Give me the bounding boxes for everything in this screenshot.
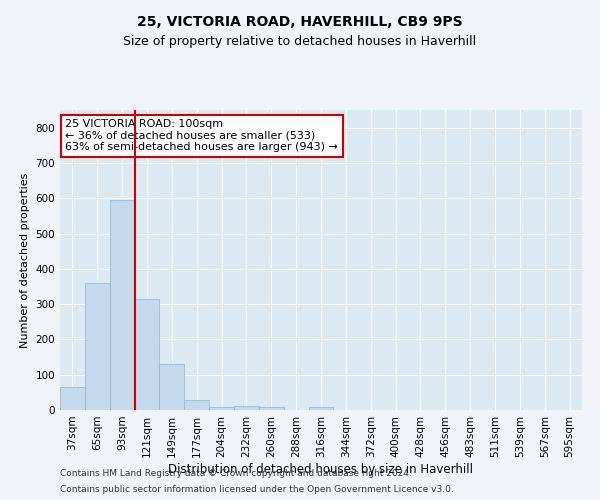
Y-axis label: Number of detached properties: Number of detached properties xyxy=(20,172,30,348)
Bar xyxy=(60,387,85,410)
Bar xyxy=(160,364,184,410)
Text: 25, VICTORIA ROAD, HAVERHILL, CB9 9PS: 25, VICTORIA ROAD, HAVERHILL, CB9 9PS xyxy=(137,15,463,29)
Bar xyxy=(209,407,234,410)
X-axis label: Distribution of detached houses by size in Haverhill: Distribution of detached houses by size … xyxy=(169,462,473,475)
Text: Contains HM Land Registry data © Crown copyright and database right 2024.: Contains HM Land Registry data © Crown c… xyxy=(60,468,412,477)
Bar xyxy=(234,406,259,410)
Bar xyxy=(308,407,334,410)
Bar xyxy=(85,283,110,410)
Text: Contains public sector information licensed under the Open Government Licence v3: Contains public sector information licen… xyxy=(60,485,454,494)
Bar xyxy=(259,407,284,410)
Bar xyxy=(134,299,160,410)
Bar xyxy=(184,400,209,410)
Text: 25 VICTORIA ROAD: 100sqm
← 36% of detached houses are smaller (533)
63% of semi-: 25 VICTORIA ROAD: 100sqm ← 36% of detach… xyxy=(65,119,338,152)
Bar xyxy=(110,200,134,410)
Text: Size of property relative to detached houses in Haverhill: Size of property relative to detached ho… xyxy=(124,35,476,48)
